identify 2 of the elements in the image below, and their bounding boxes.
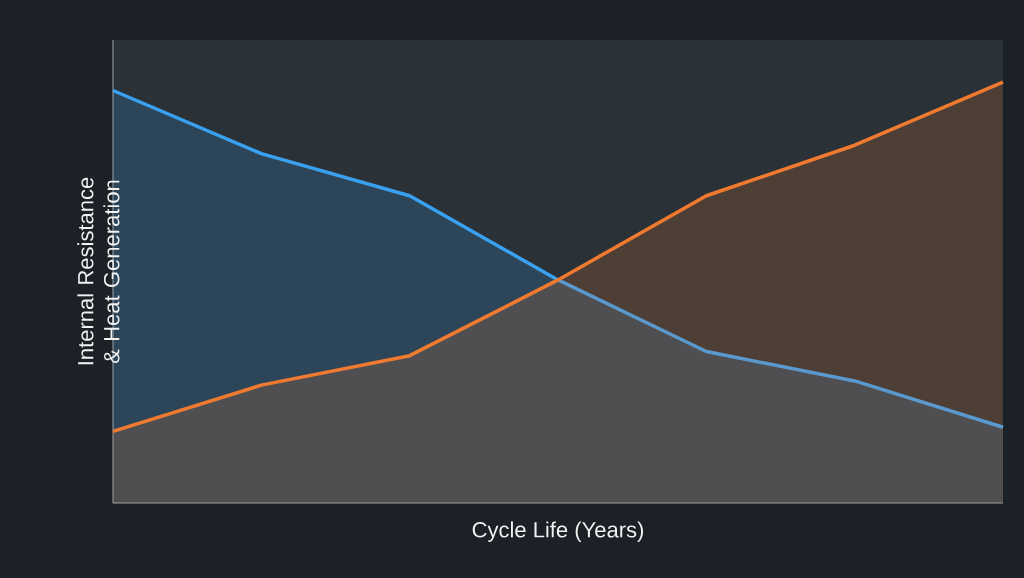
y-axis-title: Internal Resistance & Heat Generation — [77, 177, 120, 365]
x-axis-title: Cycle Life (Years) — [472, 521, 644, 542]
